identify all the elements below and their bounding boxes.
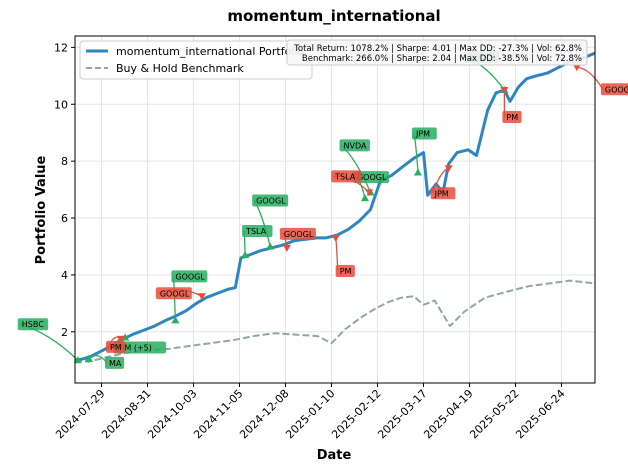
annotation-label: GOOGL <box>284 230 314 239</box>
annotation-box <box>155 287 192 300</box>
annotation-box <box>502 111 522 124</box>
buy-marker <box>266 242 275 250</box>
sell-marker <box>282 244 291 252</box>
plot-area <box>75 36 595 383</box>
annotation-box <box>600 83 628 96</box>
annotation-box <box>331 170 362 183</box>
annotation-box <box>113 341 166 354</box>
sell-marker <box>444 165 453 173</box>
stats-line-1: Total Return: 1078.2% | Sharpe: 4.01 | M… <box>293 44 582 54</box>
legend-benchmark-label: Buy & Hold Benchmark <box>116 62 244 75</box>
annotation-box <box>352 171 389 184</box>
annotation-label: HSBC <box>22 320 44 329</box>
y-tick-label: 6 <box>61 212 68 225</box>
annotation-box <box>335 264 355 277</box>
annotation-box <box>279 227 316 240</box>
annotation-box <box>17 318 49 331</box>
annotation-label: MA <box>109 359 122 368</box>
annotation-label: TSLA <box>334 172 356 181</box>
sell-marker <box>331 234 340 242</box>
annotation-box <box>104 356 125 369</box>
chart-title: momentum_international <box>227 7 440 25</box>
buy-marker <box>84 354 93 362</box>
buy-marker <box>241 251 250 259</box>
annotation-arrow <box>576 66 604 90</box>
annotation-label: PM <box>506 113 518 122</box>
stats-line-2: Benchmark: 266.0% | Sharpe: 2.04 | Max D… <box>302 54 582 64</box>
sell-marker <box>500 87 509 95</box>
buy-marker <box>171 316 180 324</box>
plot-frame <box>74 35 596 384</box>
annotation-box <box>339 139 370 152</box>
stats-box-bg <box>286 39 588 66</box>
annotation-box <box>171 270 208 283</box>
y-tick-label: 12 <box>54 41 68 54</box>
annotation-label: TSLA <box>245 227 267 236</box>
sell-marker <box>365 189 374 197</box>
sell-marker <box>197 293 206 301</box>
annotation-box <box>106 340 126 353</box>
annotation-label: JPM <box>415 130 430 139</box>
annotation-label: GOOGL <box>256 196 286 205</box>
annotation-label: JPM <box>434 189 449 198</box>
annotation-label: GOOGL <box>175 272 205 281</box>
y-axis-label: Portfolio Value <box>34 155 49 264</box>
legend: momentum_international Portfolio Buy & H… <box>79 40 313 80</box>
annotation-label: GOOGL <box>160 289 190 298</box>
annotation-label: NVDA <box>344 141 367 150</box>
buy-marker <box>73 356 82 364</box>
y-tick-label: 4 <box>61 269 68 282</box>
y-tick-label: 8 <box>61 155 68 168</box>
stats-box: Total Return: 1078.2% | Sharpe: 4.01 | M… <box>286 39 588 66</box>
annotation-box <box>411 127 437 140</box>
annotation-label: JPM (+5) <box>116 343 152 352</box>
annotation-label: GOOGL <box>357 173 387 182</box>
y-tick-label: 2 <box>61 326 68 339</box>
annotation-label: GOOGL <box>605 85 628 94</box>
legend-portfolio-label: momentum_international Portfolio <box>116 45 304 58</box>
x-axis-label: Date <box>317 448 352 463</box>
annotation-box <box>430 187 456 200</box>
buy-marker <box>413 168 422 176</box>
annotation-label: PM <box>340 267 352 276</box>
sell-marker <box>572 64 581 72</box>
annotation-label: PM <box>110 343 122 352</box>
sell-marker <box>117 335 126 343</box>
buy-marker <box>360 194 369 202</box>
y-axis-ticks: 2 4 6 8 10 12 <box>54 41 75 339</box>
annotation-box <box>252 194 289 207</box>
y-tick-label: 10 <box>54 98 68 111</box>
